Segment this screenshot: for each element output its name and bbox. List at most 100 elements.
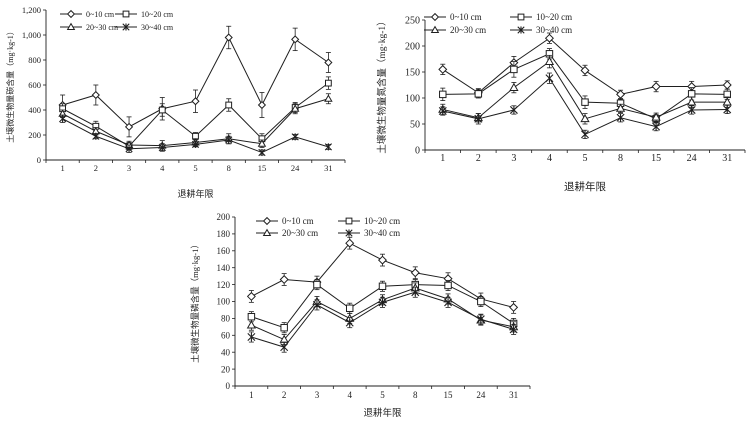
legend-item: 20~30 cm [256, 228, 318, 238]
legend-item: 20~30 cm [60, 22, 119, 32]
x-tick-label: 24 [291, 163, 300, 173]
data-point [378, 298, 387, 307]
series-4 [438, 72, 732, 139]
y-tick-label: 20 [221, 364, 231, 374]
y-tick-label: 180 [217, 229, 231, 239]
x-tick-label: 1 [60, 163, 64, 173]
data-point [225, 136, 233, 144]
data-point [544, 56, 555, 65]
y-tick-label: 120 [217, 280, 231, 290]
data-point [313, 280, 321, 289]
legend-item: 10~20 cm [115, 10, 174, 19]
series-4 [247, 286, 518, 353]
y-tick-label: 1,000 [22, 30, 41, 40]
y-tick-label: 0 [37, 155, 41, 165]
data-point [581, 130, 589, 139]
x-tick-label: 15 [651, 153, 661, 164]
data-point [125, 145, 133, 153]
data-point [324, 58, 333, 67]
legend-label: 30~40 cm [141, 23, 174, 32]
y-tick-label: 0 [226, 381, 231, 391]
x-tick-label: 3 [511, 153, 516, 164]
legend-marker [345, 217, 353, 225]
y-tick-label: 50 [410, 120, 420, 131]
y-tick-label: 150 [405, 68, 420, 79]
series-2 [439, 48, 731, 124]
legend-item: 20~30 cm [424, 25, 486, 35]
data-point [246, 291, 256, 301]
x-tick-label: 15 [258, 163, 267, 173]
data-point [345, 238, 355, 248]
data-point [92, 132, 100, 140]
data-point [158, 106, 166, 114]
data-point [246, 320, 257, 329]
x-tick-label: 5 [380, 390, 385, 400]
data-point [257, 100, 267, 110]
data-point [124, 122, 134, 131]
legend-marker [262, 228, 272, 237]
data-point [324, 94, 333, 102]
legend-marker [430, 12, 440, 22]
x-tick-label: 3 [315, 390, 320, 400]
y-tick-label: 200 [28, 130, 41, 140]
y-tick-label: 800 [28, 55, 41, 65]
y-tick-label: 400 [28, 105, 41, 115]
legend-item: 10~20 cm [338, 216, 400, 226]
x-tick-label: 31 [509, 390, 518, 400]
y-tick-label: 60 [221, 330, 231, 340]
x-tick-label: 3 [127, 163, 131, 173]
data-point [509, 82, 519, 91]
data-point [290, 104, 300, 112]
y-tick-label: 140 [217, 263, 231, 273]
y-tick-label: 160 [217, 246, 231, 256]
legend-marker [66, 22, 76, 31]
data-point [580, 65, 590, 75]
data-point [687, 90, 696, 98]
legend-label: 0~10 cm [450, 12, 482, 22]
x-tick-label: 24 [476, 390, 486, 400]
series-1 [438, 32, 732, 99]
data-point [687, 105, 696, 114]
legend-item: 0~10 cm [256, 216, 314, 226]
data-point [616, 89, 626, 99]
x-tick-label: 1 [249, 390, 254, 400]
data-point [444, 281, 452, 290]
legend-label: 10~20 cm [536, 12, 572, 22]
data-point [722, 80, 732, 90]
data-point [411, 288, 420, 297]
y-tick-label: 200 [405, 42, 420, 53]
y-axis-title: 土壤微生物量氮含量（mg·kg-1） [376, 16, 388, 153]
legend-marker [122, 23, 130, 31]
data-point [410, 268, 420, 278]
data-point [476, 315, 485, 324]
legend: 0~10 cm 10~20 cm 20~30 cm 30~40 cm [256, 216, 400, 238]
legend-marker [430, 25, 440, 34]
data-point [544, 33, 554, 43]
legend-label: 20~30 cm [86, 23, 119, 32]
legend-item: 10~20 cm [510, 12, 572, 22]
legend-item: 30~40 cm [510, 25, 572, 35]
data-point [280, 343, 289, 352]
data-point [510, 65, 518, 74]
panel-microbial-nitrogen: 0 50 100 150 200 250 1 2 3 4 5 8 15 24 31 退耕年限 土壤微生物量氮含量… [376, 12, 746, 193]
data-point [474, 114, 483, 123]
data-point [291, 35, 300, 44]
data-point [279, 275, 289, 285]
data-point [258, 148, 266, 157]
legend-marker [66, 9, 76, 19]
legend: 0~10 cm 10~20 cm 20~30 cm 30~40 cm [424, 12, 572, 35]
x-tick-label: 4 [160, 163, 165, 173]
data-point [509, 325, 518, 334]
x-tick-label: 5 [193, 163, 197, 173]
data-point [345, 318, 354, 327]
series-4 [58, 114, 333, 157]
legend-item: 30~40 cm [115, 23, 174, 32]
x-tick-label: 4 [347, 390, 352, 400]
legend-label: 30~40 cm [364, 228, 400, 238]
x-tick-label: 31 [324, 163, 333, 173]
y-tick-label: 100 [217, 297, 231, 307]
data-point [474, 90, 483, 98]
data-point [191, 97, 200, 106]
series-3 [246, 282, 519, 345]
